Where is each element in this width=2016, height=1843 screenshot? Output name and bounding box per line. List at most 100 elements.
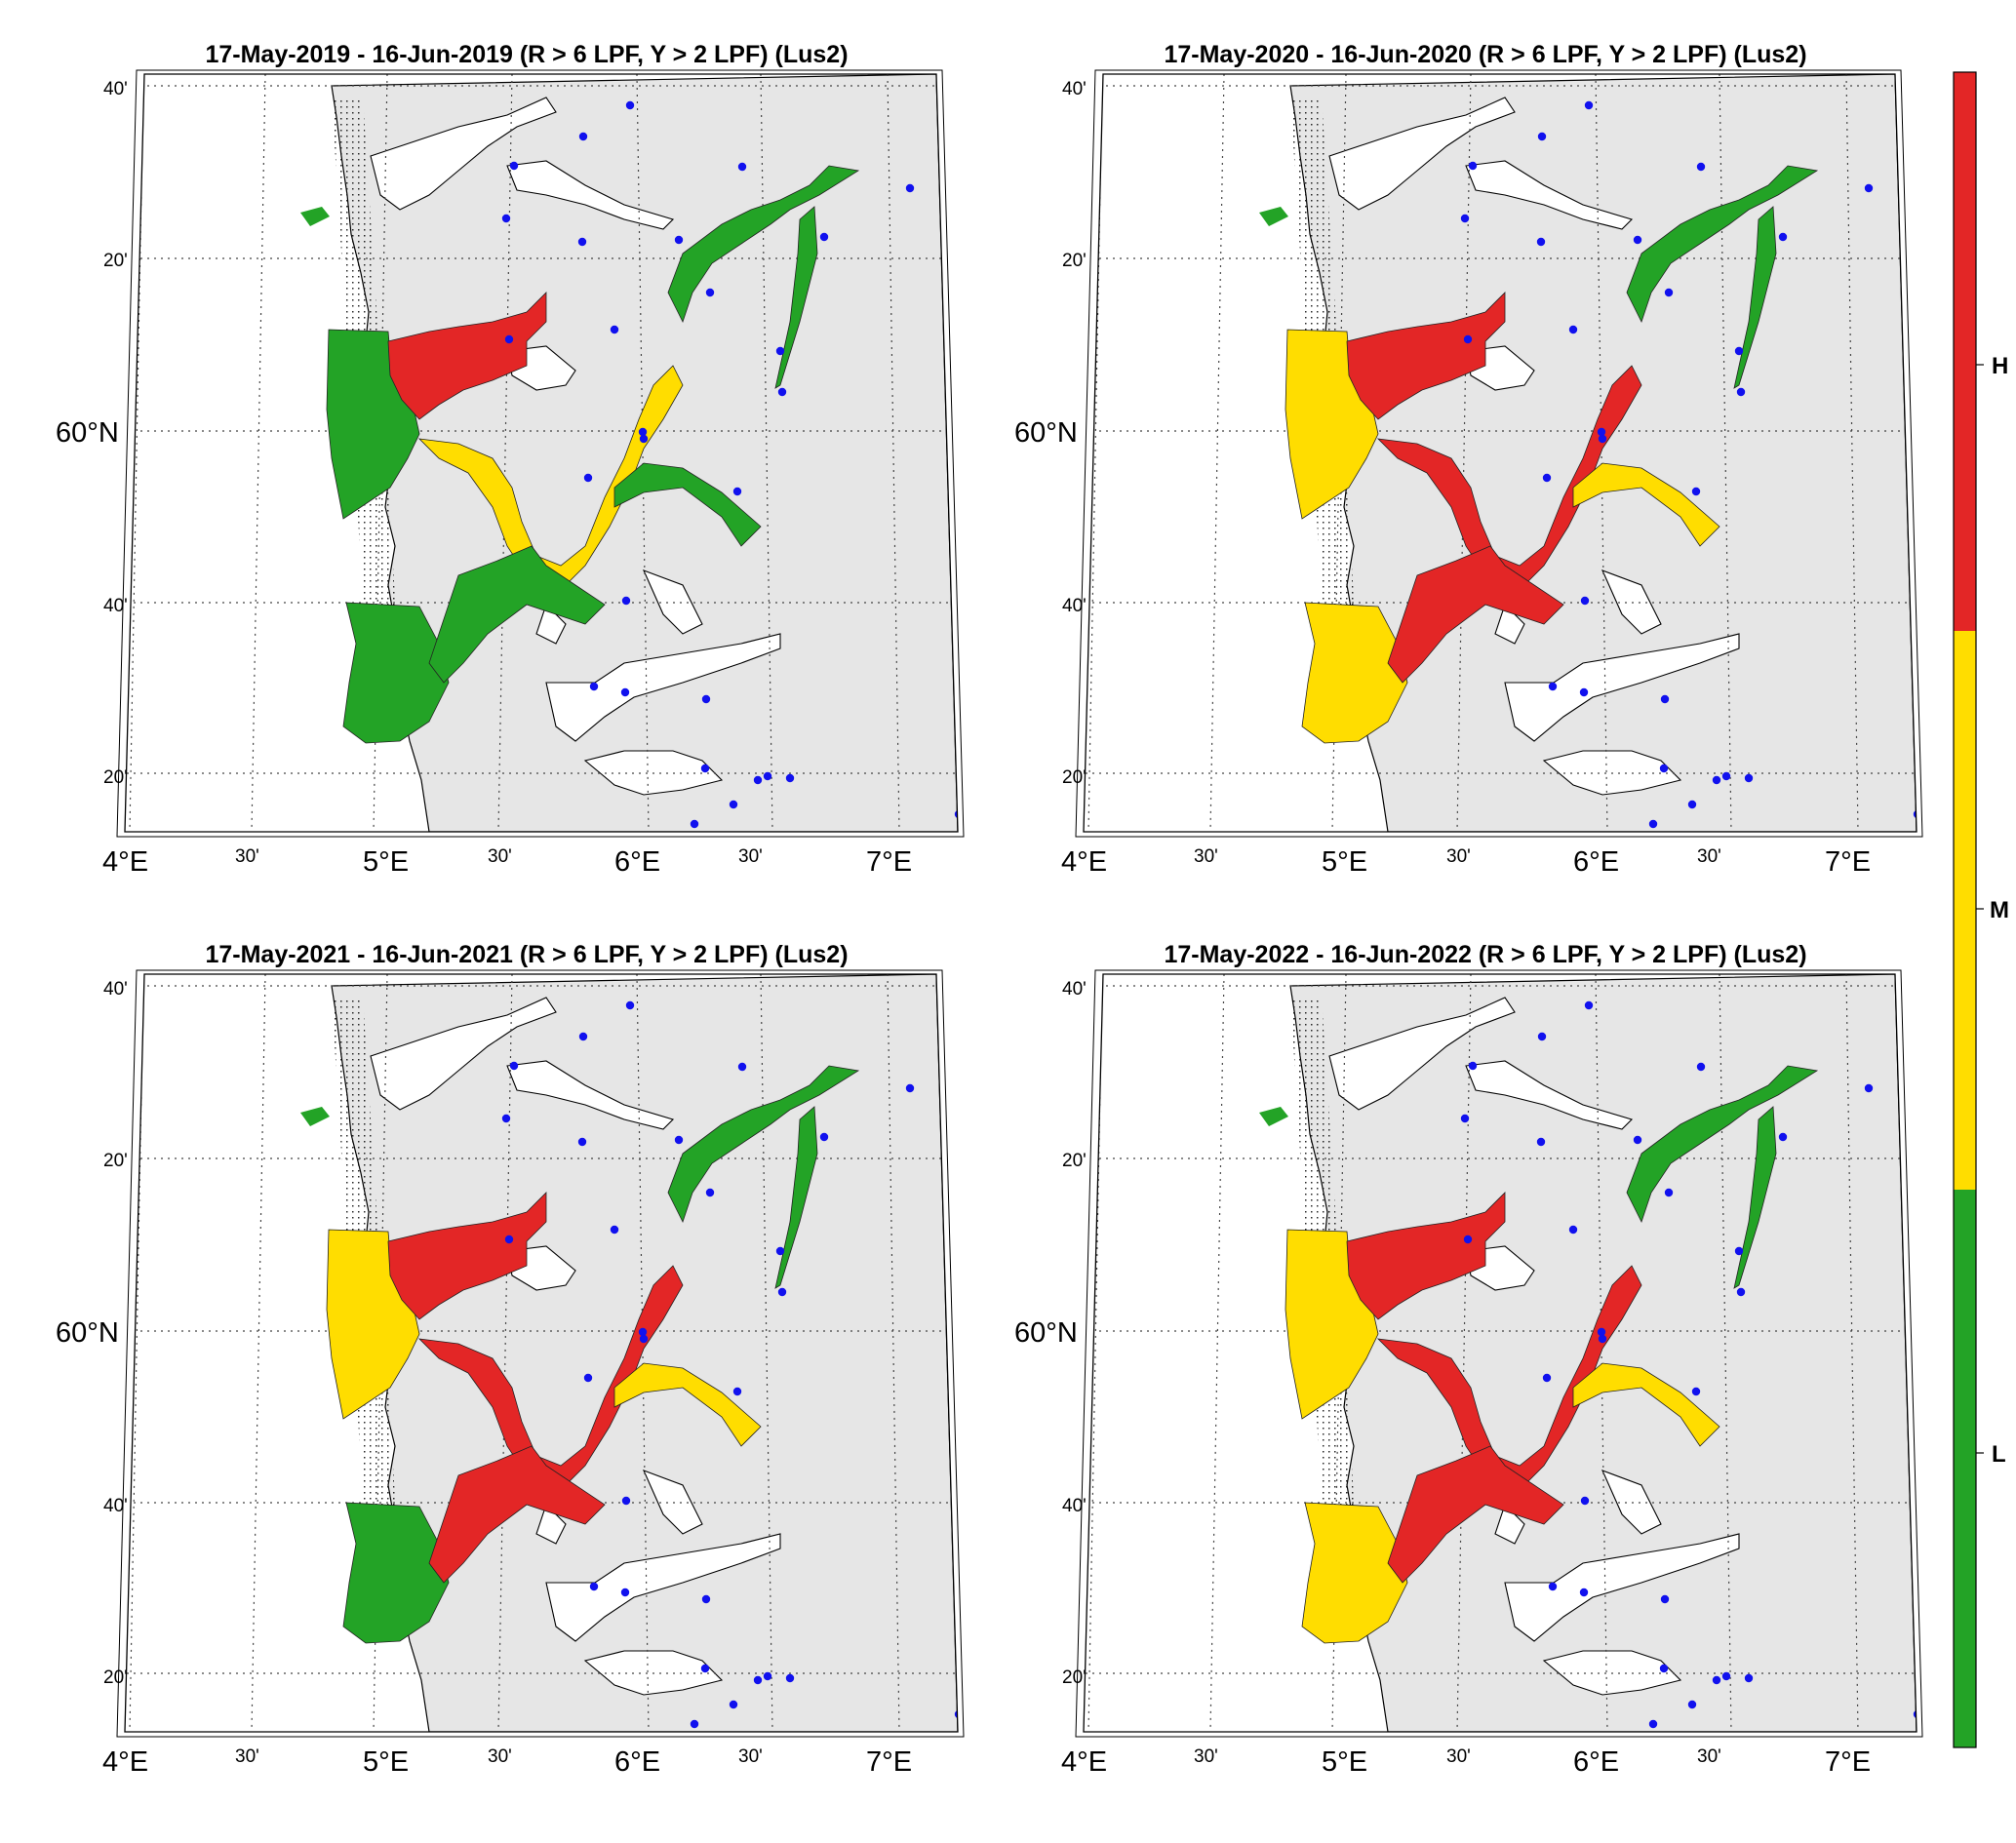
- panel-3-lat-label-4: 40': [103, 1496, 128, 1516]
- panel-4-fjord-1: [1328, 997, 1516, 1111]
- panel-1-lat-label-1: 40': [103, 79, 128, 99]
- panel-2-station-13: [1864, 183, 1874, 193]
- panel-1-lat-label-3: 60°N: [56, 417, 119, 449]
- panel-4-station-18: [1580, 1496, 1590, 1506]
- colorbar-label-h: H: [1992, 353, 2008, 379]
- panel-2-zone-far-north-b: [1733, 206, 1777, 389]
- panel-4-station-28: [1648, 1719, 1658, 1729]
- panel-3-station-2: [578, 1032, 588, 1041]
- panel-2-station-4: [1460, 214, 1470, 223]
- panel-2-station-8: [1568, 325, 1578, 334]
- panel-3-lon-label-5: 6°E: [614, 1746, 660, 1778]
- panel-1-station-16: [638, 427, 648, 437]
- panel-2-lat-label-5: 20': [1062, 767, 1087, 788]
- colorbar-segment-l: [1954, 1190, 1976, 1747]
- panel-3-station-5: [577, 1137, 587, 1147]
- panel-1-station-2: [578, 132, 588, 141]
- panel-3-zone-island-nw: [300, 1107, 330, 1126]
- panel-4-lat-label-5: 20': [1062, 1667, 1087, 1688]
- panel-4-zone-east-fjord: [1572, 1362, 1720, 1447]
- panel-2-title: 17-May-2020 - 16-Jun-2020 (R > 6 LPF, Y …: [1164, 41, 1806, 68]
- panel-1-station-29: [954, 809, 958, 819]
- panel-1-station-23: [700, 764, 710, 773]
- panel-3-station-23: [700, 1664, 710, 1673]
- panel-4-zone-far-north-b: [1733, 1106, 1777, 1289]
- panel-4-station-13: [1864, 1083, 1874, 1093]
- panel-3-station-27: [785, 1673, 795, 1683]
- panel-2-station-25: [1712, 775, 1721, 785]
- panel-4-station-15: [1736, 1287, 1746, 1297]
- panel-1-fjord-1: [370, 97, 557, 211]
- panel-1-title: 17-May-2019 - 16-Jun-2019 (R > 6 LPF, Y …: [205, 41, 848, 68]
- panel-4-frame-outer: [1075, 969, 1923, 1738]
- panel-2-lon-label-7: 7°E: [1825, 846, 1871, 878]
- map-panel-2: 17-May-2020 - 16-Jun-2020 (R > 6 LPF, Y …: [1014, 41, 1923, 878]
- panel-1-station-27: [785, 773, 795, 783]
- panel-4-lon-label-6: 30': [1697, 1746, 1721, 1767]
- panel-4-zone-island-nw: [1259, 1107, 1288, 1126]
- panel-1-lat-label-2: 20': [103, 251, 128, 271]
- panel-2-station-5: [1536, 237, 1546, 247]
- panel-4-lat-label-3: 60°N: [1014, 1317, 1078, 1349]
- colorbar-label-l: L: [1992, 1441, 2006, 1468]
- panel-1-zone-south-channel: [428, 545, 606, 684]
- panel-4-station-25: [1712, 1675, 1721, 1685]
- panel-2-fjord-1: [1328, 97, 1516, 211]
- panel-3-station-15: [777, 1287, 787, 1297]
- panel-4-station-16: [1597, 1327, 1606, 1337]
- panel-1-station-9: [504, 334, 514, 344]
- panel-4-lon-label-7: 7°E: [1825, 1746, 1871, 1778]
- panel-2-station-22: [1660, 694, 1670, 704]
- panel-4-lon-label-3: 5°E: [1322, 1746, 1367, 1778]
- panel-4-fjord-2: [1465, 1060, 1634, 1130]
- panel-3-map-body: [125, 974, 958, 1732]
- panel-4-lon-label-1: 4°E: [1061, 1746, 1107, 1778]
- panel-2-station-28: [1648, 819, 1658, 829]
- panel-2-lat-label-3: 60°N: [1014, 417, 1078, 449]
- panel-1-station-13: [905, 183, 915, 193]
- panel-1-station-6: [674, 235, 684, 245]
- panel-1-zone-island-nw: [300, 207, 330, 226]
- panel-2-station-14: [1696, 162, 1706, 172]
- panel-4-zone-outer-south: [1301, 1502, 1408, 1644]
- panels-layer: 17-May-2019 - 16-Jun-2019 (R > 6 LPF, Y …: [56, 41, 1923, 1778]
- panel-3-zone-far-north-b: [774, 1106, 818, 1289]
- panel-1-map-body: [125, 74, 958, 832]
- panel-3-fjord-1: [370, 997, 557, 1111]
- panel-2-lon-label-2: 30': [1194, 846, 1218, 867]
- panel-1-fjord-4: [545, 633, 781, 742]
- panel-3-frame-outer: [116, 969, 965, 1738]
- panel-2-station-12: [1778, 232, 1788, 242]
- panel-1-lon-label-5: 6°E: [614, 846, 660, 878]
- panel-4-fjord-7: [1494, 1503, 1525, 1545]
- colorbar-segment-h: [1954, 72, 1976, 631]
- panel-3-station-18: [621, 1496, 631, 1506]
- panel-1-zone-far-north-b: [774, 206, 818, 389]
- colorbar: H M L: [1953, 71, 2009, 1748]
- panel-3-lon-label-3: 5°E: [363, 1746, 409, 1778]
- panel-4-station-27: [1744, 1673, 1754, 1683]
- panel-1-zone-east-fjord: [613, 462, 762, 547]
- panel-2-station-16: [1597, 427, 1606, 437]
- panel-2-fjord-4: [1504, 633, 1740, 742]
- panel-3-station-6: [674, 1135, 684, 1145]
- colorbar-frame: [1953, 71, 1977, 1748]
- panel-3-station-4: [501, 1114, 511, 1123]
- panel-2-station-27: [1744, 773, 1754, 783]
- panel-4-station-22: [1660, 1594, 1670, 1604]
- panel-4-station-7: [1664, 1188, 1674, 1197]
- panel-1-frame-outer: [116, 69, 965, 838]
- panel-1-zone-outer-south: [342, 602, 450, 744]
- panel-3-station-11: [775, 1246, 785, 1256]
- panel-3-zone-far-north: [667, 1065, 860, 1224]
- panel-2-station-21: [1579, 687, 1589, 697]
- panel-2-station-7: [1664, 288, 1674, 297]
- panel-1-station-1: [625, 100, 635, 110]
- panel-4-lat-label-1: 40': [1062, 979, 1087, 1000]
- panel-4-fjord-4: [1504, 1533, 1740, 1642]
- panel-4-lon-label-5: 6°E: [1573, 1746, 1619, 1778]
- map-panel-4: 17-May-2022 - 16-Jun-2022 (R > 6 LPF, Y …: [1014, 941, 1923, 1778]
- panel-3-station-9: [504, 1235, 514, 1244]
- panel-4-title: 17-May-2022 - 16-Jun-2022 (R > 6 LPF, Y …: [1164, 941, 1806, 968]
